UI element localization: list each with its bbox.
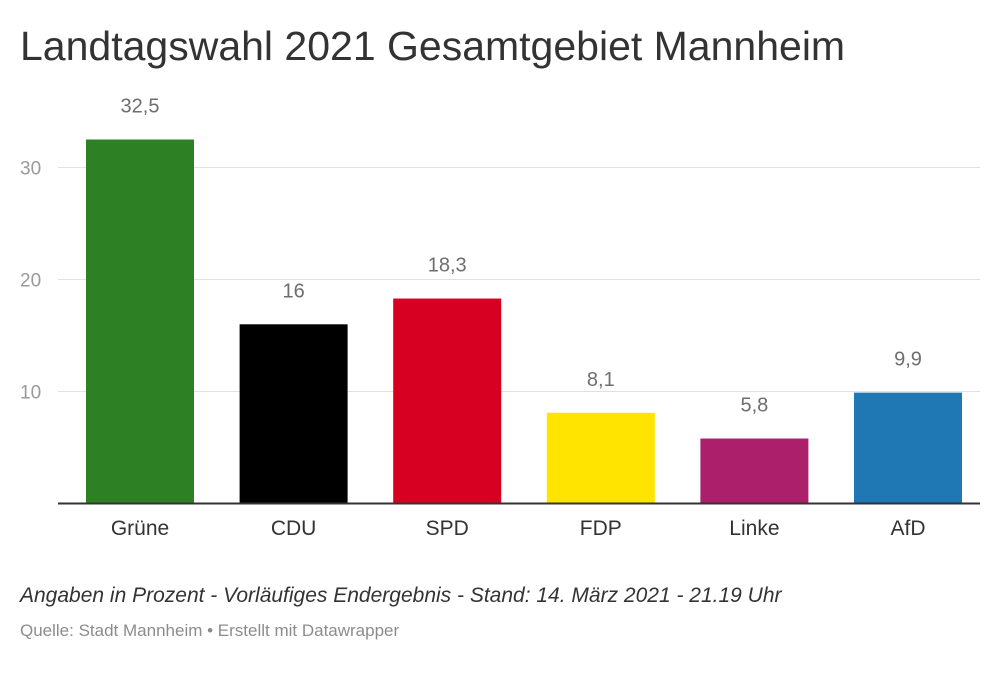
- x-tick-label: SPD: [426, 517, 469, 540]
- bars: [86, 139, 962, 504]
- y-tick-label: 30: [20, 159, 41, 180]
- bar-value-label: 9,9: [894, 349, 922, 371]
- bar-value-label: 16: [282, 280, 304, 302]
- bar-value-label: 5,8: [740, 395, 768, 417]
- chart-note: Angaben in Prozent - Vorläufiges Enderge…: [20, 584, 782, 607]
- y-tick-label: 20: [20, 271, 41, 292]
- bar: [393, 298, 502, 504]
- x-tick-label: CDU: [271, 517, 317, 540]
- data-labels: 32,5 16 18,3 8,1 5,8 9,9: [121, 96, 922, 417]
- x-tick-label: AfD: [890, 517, 925, 540]
- bar-value-label: 18,3: [428, 255, 467, 277]
- bar: [546, 412, 655, 504]
- bar: [239, 324, 348, 504]
- x-axis-tick-labels: Grüne CDU SPD FDP Linke AfD: [111, 517, 926, 540]
- bar-value-label: 8,1: [587, 369, 615, 391]
- y-tick-label: 10: [20, 383, 41, 404]
- gridlines: [58, 167, 980, 392]
- chart-title: Landtagswahl 2021 Gesamtgebiet Mannheim: [20, 23, 846, 69]
- y-axis-tick-labels: 10 20 30: [20, 159, 41, 404]
- x-tick-label: FDP: [580, 517, 622, 540]
- x-tick-label: Linke: [729, 517, 779, 540]
- bar: [854, 392, 962, 504]
- x-tick-label: Grüne: [111, 517, 169, 540]
- chart-source: Quelle: Stadt Mannheim • Erstellt mit Da…: [20, 621, 400, 640]
- bar: [86, 139, 194, 504]
- bar: [700, 438, 809, 504]
- bar-value-label: 32,5: [121, 96, 160, 118]
